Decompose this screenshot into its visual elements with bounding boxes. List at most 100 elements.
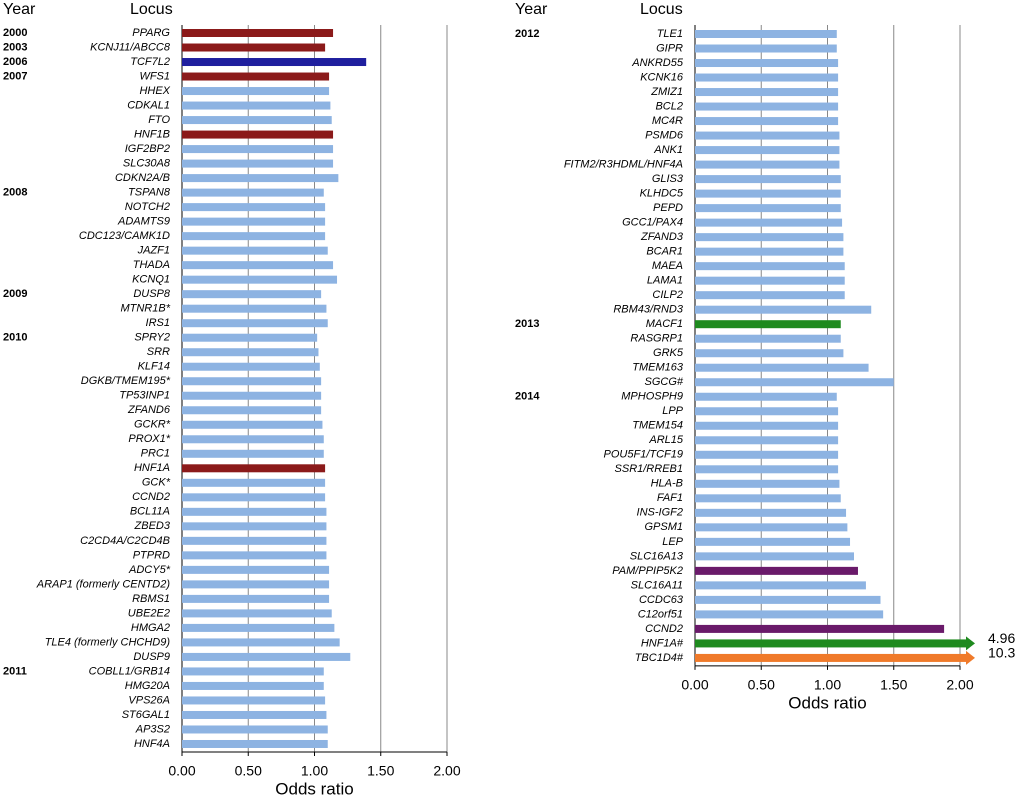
x-tick-label: 2.00 — [433, 763, 460, 779]
locus-header: Locus — [640, 1, 683, 18]
bar — [182, 478, 326, 487]
bar — [695, 218, 843, 227]
locus-label: CDKAL1 — [127, 99, 170, 111]
bar — [182, 290, 322, 299]
bar — [182, 536, 327, 545]
locus-label: PAM/PPIP5K2 — [612, 565, 683, 577]
bar — [695, 276, 845, 285]
bar — [182, 29, 334, 37]
locus-label: PRC1 — [141, 448, 170, 460]
locus-label: HLA-B — [651, 478, 683, 490]
locus-label: TBC1D4# — [635, 652, 684, 664]
locus-label: JAZF1 — [137, 245, 170, 257]
locus-label: ARL15 — [648, 434, 684, 446]
locus-label: ZBED3 — [134, 520, 171, 532]
locus-label: AP3S2 — [135, 723, 170, 735]
x-tick-label: 1.00 — [301, 763, 328, 779]
bar — [182, 594, 330, 603]
bar — [182, 130, 334, 139]
locus-label: SPRY2 — [134, 332, 170, 344]
locus-label: TMEM154 — [632, 420, 683, 432]
bar — [695, 595, 881, 604]
bar — [182, 623, 335, 632]
locus-label: GPSM1 — [644, 521, 683, 533]
locus-label: DGKB/TMEM195* — [81, 375, 171, 387]
bar — [695, 30, 837, 38]
bar — [182, 696, 326, 705]
bar — [695, 378, 894, 387]
year-label: 2014 — [515, 391, 540, 403]
bars — [695, 30, 966, 662]
locus-label: TLE4 (formerly CHCHD9) — [45, 636, 171, 648]
locus-label: SGCG# — [644, 376, 683, 388]
bar — [695, 262, 845, 271]
year-label: 2000 — [3, 27, 27, 39]
locus-label: PSMD6 — [645, 129, 684, 141]
bar — [695, 102, 839, 111]
locus-label: PEPD — [653, 202, 683, 214]
bar — [182, 464, 326, 473]
bar — [695, 363, 869, 372]
bar — [695, 624, 945, 633]
locus-label: UBE2E2 — [128, 607, 170, 619]
locus-label: GRK5 — [653, 347, 684, 359]
bar — [695, 189, 841, 198]
bar — [695, 349, 844, 358]
bar — [695, 436, 839, 445]
bar — [695, 494, 841, 503]
x-tick-label: 0.00 — [681, 677, 708, 693]
bar — [182, 275, 338, 284]
locus-label: KCNJ11/ABCC8 — [90, 41, 171, 53]
overflow-arrow — [966, 650, 975, 665]
bar — [695, 523, 848, 532]
bar — [182, 304, 327, 313]
locus-label: ZMIZ1 — [650, 86, 683, 98]
bar — [695, 204, 841, 213]
locus-label: SLC30A8 — [123, 157, 171, 169]
locus-label: PROX1* — [128, 433, 170, 445]
locus-label: NOTCH2 — [125, 201, 170, 213]
bar — [182, 667, 324, 676]
locus-label: GIPR — [656, 42, 683, 54]
bar — [695, 610, 884, 619]
locus-label: TP53INP1 — [119, 390, 170, 402]
locus-label: SSR1/RREB1 — [615, 463, 683, 475]
locus-label: CCND2 — [132, 491, 170, 503]
locus-label: ADCY5* — [128, 564, 171, 576]
bar — [695, 160, 840, 169]
year-label: 2008 — [3, 187, 27, 199]
bar — [182, 681, 324, 690]
bar — [182, 203, 326, 212]
locus-label: ZFAND3 — [640, 231, 684, 243]
bar — [695, 581, 866, 590]
locus-label: MACF1 — [646, 318, 683, 330]
locus-label: HMGA2 — [131, 622, 170, 634]
locus-label: CDC123/CAMK1D — [79, 230, 170, 242]
bars — [182, 29, 367, 748]
bar — [695, 421, 839, 430]
year-label: 2007 — [3, 70, 27, 82]
bar — [695, 479, 840, 488]
locus-label: TLE1 — [657, 28, 683, 40]
bar — [695, 552, 854, 561]
locus-label: CCDC63 — [639, 594, 684, 606]
locus-label: FTO — [148, 114, 170, 126]
bar — [695, 465, 839, 474]
locus-label: TSPAN8 — [128, 187, 171, 199]
locus-label: ADAMTS9 — [117, 216, 170, 228]
bar — [182, 377, 322, 386]
bar — [182, 362, 320, 371]
locus-label: C12orf51 — [638, 608, 683, 620]
bar — [182, 406, 322, 415]
locus-label: COBLL1/GRB14 — [89, 665, 170, 677]
bar — [695, 320, 841, 329]
locus-label: HNF4A — [134, 738, 170, 750]
bar — [182, 116, 332, 125]
locus-label: KLHDC5 — [640, 188, 684, 200]
locus-header: Locus — [130, 1, 173, 18]
locus-label: CILP2 — [652, 289, 683, 301]
locus-label: WFS1 — [139, 70, 170, 82]
bar — [695, 639, 966, 648]
bar — [182, 333, 318, 342]
